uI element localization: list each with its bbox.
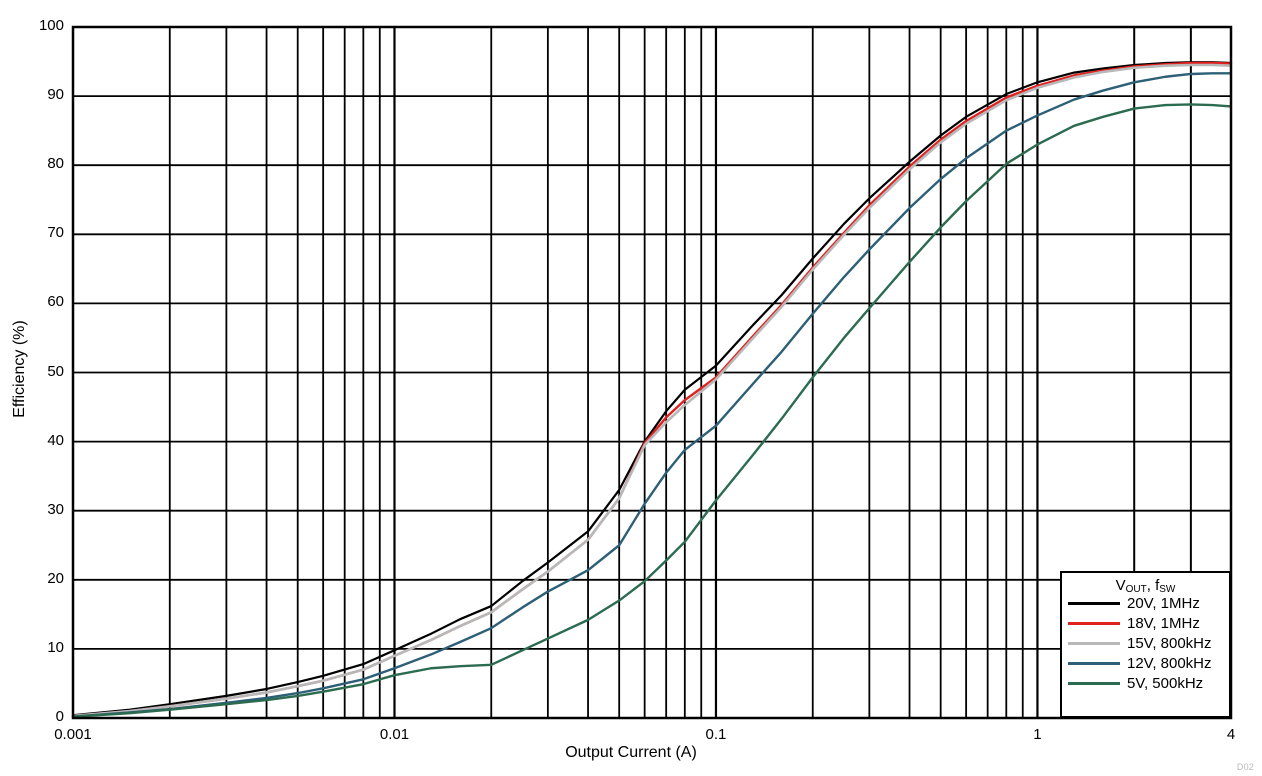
- x-tick-label: 0.1: [705, 726, 727, 743]
- series-line: [71, 61, 1233, 718]
- series-line: [71, 103, 1233, 718]
- series-line: [71, 61, 1233, 717]
- legend-item: 15V, 800kHz: [1062, 633, 1229, 653]
- x-tick-label: 0.01: [379, 726, 410, 743]
- legend: VOUT, fSW 20V, 1MHz 18V, 1MHz 15V, 800kHz 1…: [1060, 571, 1231, 718]
- legend-color-swatch: [1068, 681, 1120, 685]
- legend-item-label: 12V, 800kHz: [1127, 654, 1212, 672]
- legend-item-label: 15V, 800kHz: [1127, 634, 1212, 652]
- y-tick-label: 0: [55, 708, 64, 725]
- legend-title-vout: VOUT: [1115, 577, 1147, 595]
- legend-color-swatch: [1068, 641, 1120, 645]
- y-tick-label: 10: [47, 638, 64, 656]
- x-tick-label: 0.001: [54, 726, 92, 743]
- y-tick-label: 50: [47, 362, 64, 380]
- y-tick-label: 30: [47, 500, 64, 518]
- y-tick-label: 40: [47, 431, 64, 449]
- y-tick-label: 70: [47, 224, 64, 242]
- y-tick-label: 100: [38, 17, 64, 34]
- legend-color-swatch: [1068, 621, 1120, 625]
- legend-item: 12V, 800kHz: [1062, 653, 1229, 673]
- x-tick-label: 4: [1226, 726, 1236, 743]
- legend-item-label: 18V, 1MHz: [1127, 614, 1200, 632]
- y-tick-label: 90: [47, 86, 64, 104]
- legend-item-label: 5V, 500kHz: [1127, 674, 1204, 692]
- legend-item: 20V, 1MHz: [1062, 593, 1229, 613]
- legend-color-swatch: [1068, 601, 1120, 605]
- y-tick-label: 80: [47, 155, 64, 173]
- legend-title: VOUT, fSW: [1062, 577, 1229, 595]
- x-axis-title: Output Current (A): [565, 744, 697, 761]
- legend-color-swatch: [1068, 661, 1120, 665]
- legend-rows: 20V, 1MHz 18V, 1MHz 15V, 800kHz 12V, 800kHz…: [1062, 593, 1229, 693]
- grid-lines: [73, 27, 1231, 718]
- legend-title-fsw: , fSW: [1146, 577, 1176, 595]
- legend-item: 18V, 1MHz: [1062, 613, 1229, 633]
- data-series-layer: [71, 61, 1233, 718]
- x-tick-label: 1: [1033, 726, 1042, 743]
- series-line: [71, 72, 1233, 718]
- y-tick-label: 20: [47, 569, 64, 587]
- y-axis-title: Efficiency (%): [11, 320, 28, 418]
- series-line: [71, 63, 1233, 718]
- legend-item: 5V, 500kHz: [1062, 673, 1229, 693]
- figure-id-label: D02: [1236, 762, 1254, 772]
- plot-frame: [71, 25, 1233, 720]
- y-tick-label: 60: [47, 293, 64, 311]
- legend-item-label: 20V, 1MHz: [1127, 594, 1200, 612]
